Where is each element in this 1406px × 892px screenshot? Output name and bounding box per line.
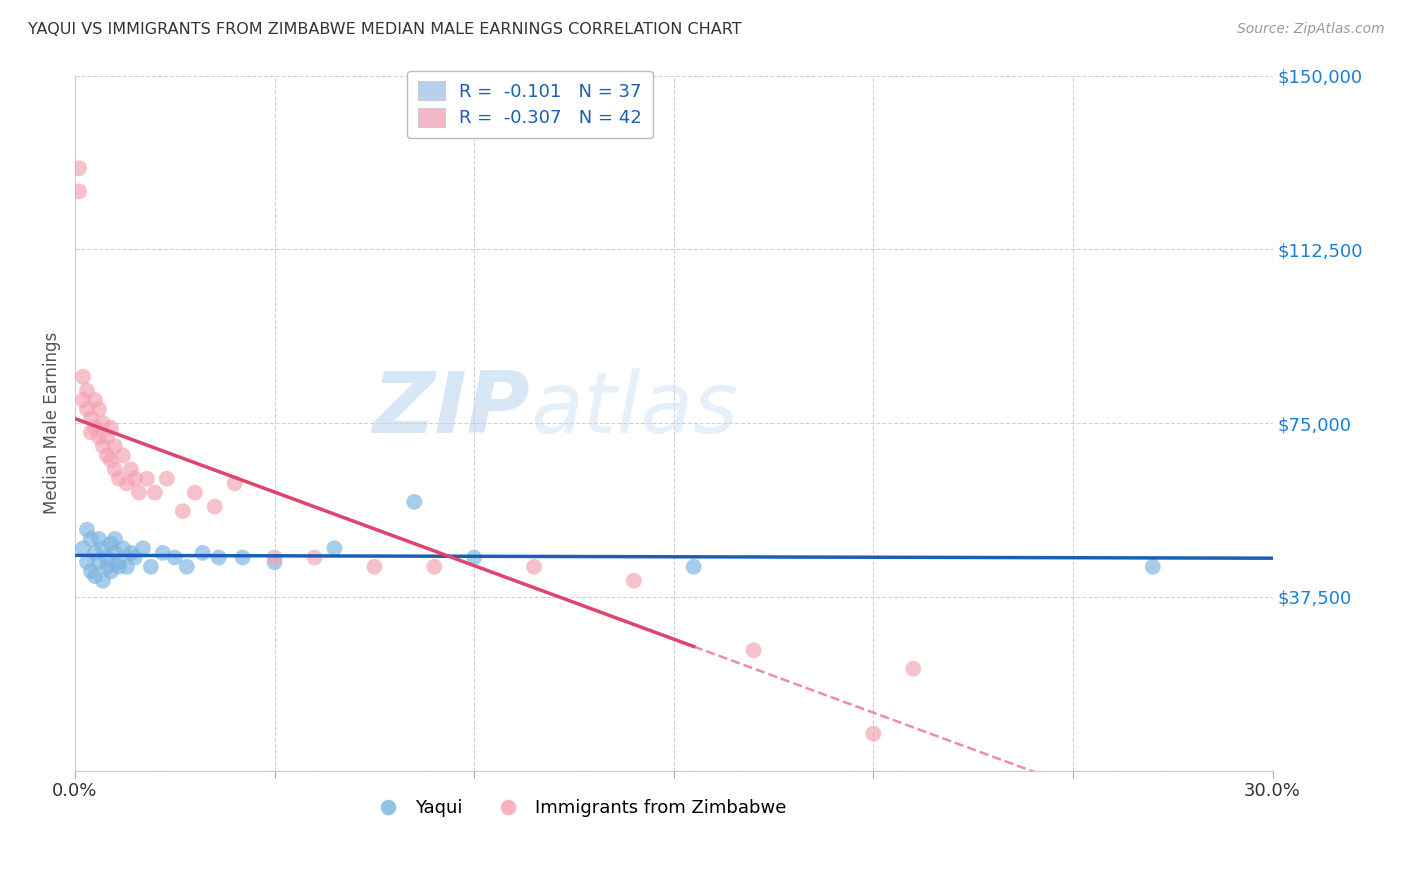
- Point: [96, 550, 118, 565]
- Point: [263, 555, 285, 569]
- Point: [100, 453, 122, 467]
- Point: [76, 402, 98, 417]
- Point: [423, 559, 446, 574]
- Point: [124, 550, 146, 565]
- Point: [124, 472, 146, 486]
- Point: [100, 565, 122, 579]
- Text: YAQUI VS IMMIGRANTS FROM ZIMBABWE MEDIAN MALE EARNINGS CORRELATION CHART: YAQUI VS IMMIGRANTS FROM ZIMBABWE MEDIAN…: [28, 22, 742, 37]
- Point: [80, 532, 103, 546]
- Point: [87, 532, 110, 546]
- Point: [104, 546, 127, 560]
- Point: [67, 161, 90, 176]
- Point: [404, 495, 426, 509]
- Point: [108, 555, 131, 569]
- Point: [96, 449, 118, 463]
- Point: [104, 439, 127, 453]
- Point: [87, 555, 110, 569]
- Point: [67, 185, 90, 199]
- Point: [80, 425, 103, 440]
- Point: [172, 504, 194, 518]
- Point: [163, 550, 186, 565]
- Point: [742, 643, 765, 657]
- Point: [363, 559, 385, 574]
- Point: [108, 472, 131, 486]
- Point: [96, 559, 118, 574]
- Legend: Yaqui, Immigrants from Zimbabwe: Yaqui, Immigrants from Zimbabwe: [363, 792, 793, 824]
- Point: [463, 550, 485, 565]
- Point: [120, 546, 142, 560]
- Point: [304, 550, 326, 565]
- Point: [1142, 559, 1164, 574]
- Point: [139, 559, 162, 574]
- Point: [91, 574, 114, 588]
- Point: [96, 430, 118, 444]
- Point: [84, 546, 107, 560]
- Point: [87, 402, 110, 417]
- Point: [208, 550, 231, 565]
- Point: [135, 472, 157, 486]
- Point: [84, 392, 107, 407]
- Point: [232, 550, 254, 565]
- Point: [204, 500, 226, 514]
- Point: [84, 569, 107, 583]
- Point: [623, 574, 645, 588]
- Text: ZIP: ZIP: [373, 368, 530, 450]
- Point: [72, 541, 94, 556]
- Point: [72, 392, 94, 407]
- Y-axis label: Median Male Earnings: Median Male Earnings: [44, 332, 60, 514]
- Point: [323, 541, 346, 556]
- Point: [903, 662, 925, 676]
- Point: [104, 462, 127, 476]
- Point: [152, 546, 174, 560]
- Text: Source: ZipAtlas.com: Source: ZipAtlas.com: [1237, 22, 1385, 37]
- Point: [143, 485, 166, 500]
- Point: [115, 559, 138, 574]
- Point: [100, 421, 122, 435]
- Point: [120, 462, 142, 476]
- Point: [100, 536, 122, 550]
- Point: [104, 532, 127, 546]
- Point: [682, 559, 704, 574]
- Point: [84, 421, 107, 435]
- Point: [91, 439, 114, 453]
- Point: [76, 523, 98, 537]
- Point: [76, 555, 98, 569]
- Point: [191, 546, 214, 560]
- Point: [80, 565, 103, 579]
- Point: [115, 476, 138, 491]
- Point: [862, 726, 884, 740]
- Point: [132, 541, 155, 556]
- Point: [156, 472, 179, 486]
- Point: [176, 559, 198, 574]
- Point: [523, 559, 546, 574]
- Point: [263, 550, 285, 565]
- Text: atlas: atlas: [530, 368, 738, 450]
- Point: [91, 416, 114, 430]
- Point: [224, 476, 246, 491]
- Point: [184, 485, 207, 500]
- Point: [128, 485, 150, 500]
- Point: [111, 449, 134, 463]
- Point: [76, 384, 98, 398]
- Point: [111, 541, 134, 556]
- Point: [87, 430, 110, 444]
- Point: [91, 541, 114, 556]
- Point: [108, 559, 131, 574]
- Point: [80, 411, 103, 425]
- Point: [72, 369, 94, 384]
